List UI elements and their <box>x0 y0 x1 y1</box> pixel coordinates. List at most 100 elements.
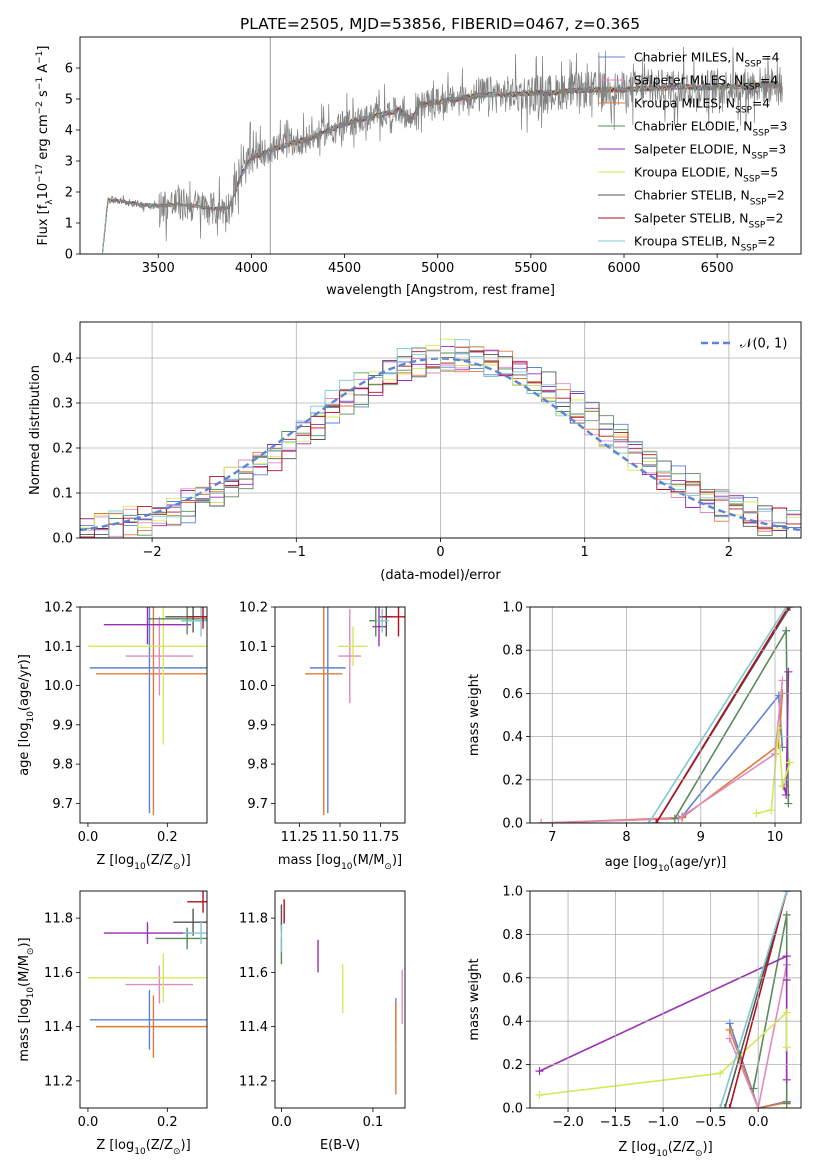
tick-label-y: 0.1 <box>52 487 73 502</box>
weight-point-chabrier_stelib <box>785 607 794 611</box>
y-axis-label: mass weight <box>467 674 482 756</box>
weight-point-salpeter_elodie <box>782 790 791 799</box>
weight-point-chabrier_elodie <box>784 799 793 808</box>
weight-point-salpeter_miles <box>537 819 546 823</box>
weight-line-kroupa_elodie <box>756 727 791 815</box>
tick-label-y: 9.8 <box>52 758 73 773</box>
tick-label-y: 10.0 <box>44 679 73 694</box>
tick-label-y: 0.0 <box>502 817 523 832</box>
tick-label-y: 0.0 <box>502 1102 523 1117</box>
plot-area-mass_vs_Z <box>87 891 207 1058</box>
tick-label-y: 0.6 <box>502 971 523 986</box>
weight-point-salpeter_elodie <box>782 952 791 961</box>
weight-point-salpeter_stelib <box>652 819 661 823</box>
tick-label-y: 0.4 <box>52 352 73 367</box>
tick-label-y: 0.0 <box>52 532 73 547</box>
weight-point-salpeter_elodie <box>535 1067 544 1076</box>
tick-label-y: 10.1 <box>239 640 268 655</box>
tick-label-x: 4500 <box>328 261 361 276</box>
tick-label-y: 1.0 <box>502 601 523 616</box>
x-axis-label: Z [log10(Z/Z⊙)] <box>96 1138 190 1157</box>
tick-label-y: 11.6 <box>239 966 268 981</box>
tick-label-y: 9.9 <box>247 718 268 733</box>
weight-point-salpeter_elodie <box>784 667 793 676</box>
tick-label-x: 0.0 <box>271 1115 292 1130</box>
weight-line-salpeter_miles <box>541 680 784 823</box>
y-axis-label: mass [log10(M/M⊙)] <box>17 937 36 1061</box>
axes-frame <box>529 606 802 824</box>
tick-label-y: 10.1 <box>44 640 73 655</box>
tick-label-y: 0.3 <box>52 397 73 412</box>
panel-mass_vs_Z: 0.0 0.2 11.2 11.4 11.6 11.8 Z [log10(Z/Z⊙)] mas… <box>17 890 208 1157</box>
weight-line-salpeter_miles <box>728 964 788 1108</box>
tick-label-x: 0.0 <box>78 830 99 845</box>
tick-label-x: 11.75 <box>362 830 399 845</box>
legend-entry-chabrier_elodie: Chabrier ELODIE, NSSP=3 <box>634 120 787 139</box>
legend-label-normal: 𝒩(0, 1) <box>740 337 787 352</box>
tick-label-y: 11.2 <box>239 1074 268 1089</box>
panel-residuals: −2 −1 0 1 2 0.0 0.1 0.2 0.3 0.4 𝒩(0, 1) (data-model… <box>28 321 802 583</box>
weight-line-chabrier_elodie <box>674 627 790 820</box>
x-axis-label: Z [log10(Z/Z⊙)] <box>618 1140 712 1159</box>
tick-label-x: 9 <box>697 830 705 845</box>
legend-entry-chabrier_miles: Chabrier MILES, NSSP=4 <box>634 51 780 70</box>
tick-label-y: 1.0 <box>502 885 523 900</box>
x-axis-label: E(B-V) <box>320 1138 360 1153</box>
weight-line-kroupa_stelib <box>648 607 787 823</box>
plot-area-weight_vs_age <box>537 607 794 823</box>
axes-frame <box>274 606 406 824</box>
tick-label-y: 10.0 <box>239 679 268 694</box>
tick-label-y: 0.8 <box>502 644 523 659</box>
tick-label-x: −2.0 <box>552 1115 584 1130</box>
observed-spectrum-line <box>105 46 783 242</box>
weight-point-chabrier_elodie <box>782 626 791 635</box>
tick-label-x: 0.1 <box>363 1115 384 1130</box>
panel-spectrum: 3500 4000 4500 5000 5500 6000 6500 0 1 2 3 4 5 6 wavel… <box>35 36 802 298</box>
tick-label-x: −2 <box>143 545 162 560</box>
weight-point-salpeter_miles <box>778 676 787 685</box>
tick-label-y: 11.4 <box>44 1020 73 1035</box>
legend-entry-kroupa_elodie: Kroupa ELODIE, NSSP=5 <box>634 166 778 185</box>
x-axis-label: mass [log10(M/M⊙)] <box>278 853 402 872</box>
tick-label-y: 6 <box>65 62 73 77</box>
plot-area-weight_vs_Z <box>535 891 791 1108</box>
tick-label-x: 6500 <box>701 261 734 276</box>
panel-weight_vs_age: 7 8 9 10 0.0 0.2 0.4 0.6 0.8 1.0 age [log10(age/yr… <box>467 601 802 874</box>
weight-point-kroupa_elodie <box>782 1043 791 1052</box>
tick-label-x: −1.5 <box>600 1115 632 1130</box>
weight-point-kroupa_stelib <box>716 1104 725 1108</box>
weight-point-kroupa_stelib <box>782 607 791 611</box>
weight-line-kroupa_stelib <box>719 891 788 1108</box>
tick-label-x: 11.50 <box>321 830 358 845</box>
tick-label-x: 0.0 <box>78 1115 99 1130</box>
tick-label-y: 10.2 <box>239 601 268 616</box>
weight-point-kroupa_elodie <box>767 806 776 815</box>
tick-label-y: 0.8 <box>502 928 523 943</box>
tick-label-x: 2 <box>725 545 733 560</box>
tick-label-x: −1 <box>287 545 306 560</box>
weight-point-kroupa_elodie <box>785 758 794 767</box>
panel-mass_vs_ebv: 0.0 0.1 11.2 11.4 11.6 11.8 E(B-V) <box>239 890 406 1153</box>
tick-label-x: 0.0 <box>748 1115 769 1130</box>
tick-label-y: 0.2 <box>52 442 73 457</box>
weight-point-kroupa_elodie <box>778 782 787 791</box>
tick-label-y: 0 <box>65 248 73 263</box>
tick-label-x: 6000 <box>607 261 640 276</box>
weight-point-kroupa_stelib <box>782 891 791 895</box>
tick-label-y: 0.2 <box>502 773 523 788</box>
weight-point-salpeter_elodie <box>782 975 791 984</box>
tick-label-x: 5000 <box>421 261 454 276</box>
tick-label-y: 11.8 <box>44 912 73 927</box>
legend-entry-kroupa_miles: Kroupa MILES, NSSP=4 <box>634 97 770 116</box>
panel-weight_vs_Z: −2.0 −1.5 −1.0 −0.5 0.0 0.0 0.2 0.4 0.6 0.8 1.0 Z [… <box>467 885 802 1159</box>
tick-label-x: 10 <box>767 830 784 845</box>
weight-line-salpeter_stelib <box>655 607 790 823</box>
x-axis-label: age [log10(age/yr)] <box>605 855 727 874</box>
axes-frame <box>529 890 802 1109</box>
legend-entry-salpeter_elodie: Salpeter ELODIE, NSSP=3 <box>634 143 786 162</box>
tick-label-x: 1 <box>581 545 589 560</box>
tick-label-y: 9.8 <box>247 758 268 773</box>
tick-label-y: 2 <box>65 186 73 201</box>
tick-label-x: 3500 <box>142 261 175 276</box>
